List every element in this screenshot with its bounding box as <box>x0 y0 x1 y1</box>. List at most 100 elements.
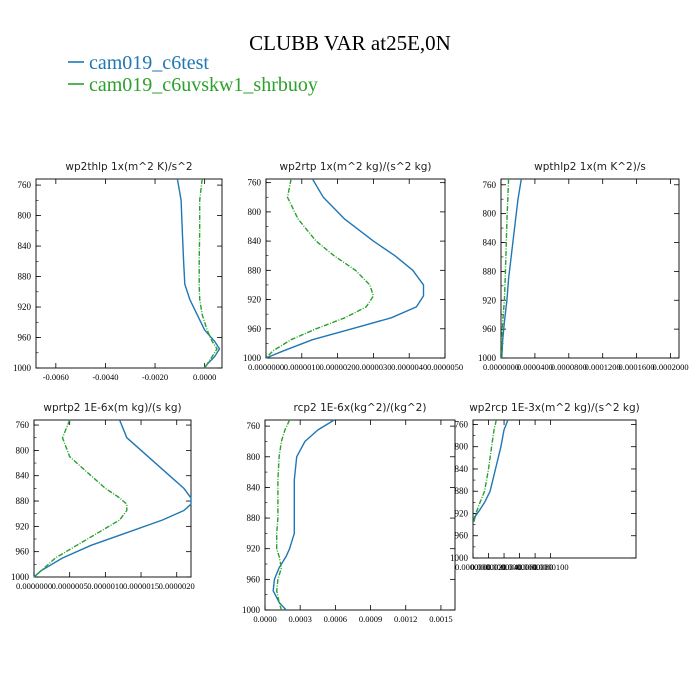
y-tick-label: 960 <box>16 547 30 557</box>
x-tick-label: 0.0000050 <box>427 362 463 372</box>
x-tick-label: 0.0000020 <box>159 581 195 591</box>
x-tick-label: 0.0000080 <box>517 562 553 572</box>
x-tick-label: 0.0000000 <box>483 362 519 372</box>
x-tick-label: 0.0012 <box>394 614 417 624</box>
x-tick-label: -0.0040 <box>92 372 118 382</box>
plot-frame <box>264 419 456 611</box>
y-tick-label: 880 <box>16 496 30 506</box>
x-tick-label: 0.0000040 <box>391 362 427 372</box>
y-tick-label: 960 <box>247 574 261 584</box>
y-tick-label: 1000 <box>450 553 469 563</box>
y-tick-label: 1000 <box>242 605 261 615</box>
series-line-c6test <box>473 419 509 522</box>
y-tick-label: 920 <box>483 295 497 305</box>
figure-title: CLUBB VAR at25E,0N <box>249 31 451 55</box>
y-tick-label: 840 <box>247 482 261 492</box>
series-line-c6test <box>265 178 425 359</box>
x-tick-label: 0.0001200 <box>585 362 621 372</box>
y-tick-label: 760 <box>18 180 32 190</box>
y-tick-label: 880 <box>18 272 32 282</box>
x-tick-label: 0.0009 <box>359 614 382 624</box>
legend-label-2: cam019_c6uvskw1_shrbuoy <box>89 74 318 96</box>
y-tick-label: 880 <box>483 266 497 276</box>
series-line-shrbuoy <box>501 178 510 358</box>
y-tick-label: 880 <box>247 513 261 523</box>
y-tick-label: 920 <box>248 295 262 305</box>
plot-frame <box>500 178 680 359</box>
x-tick-label: 0.0000 <box>193 372 216 382</box>
y-tick-label: 1000 <box>243 353 262 363</box>
x-tick-label: 0.0006 <box>324 614 347 624</box>
plot-frame <box>472 419 637 559</box>
panels-group: wp2thlp 1x(m^2 K)/s^2 760 800 840 880 920 960 1… <box>11 161 689 624</box>
x-tick-label: 0.0000005 <box>52 581 88 591</box>
x-tick-label: 0.0000100 <box>533 562 569 572</box>
x-tick-label: 0.0000400 <box>517 362 553 372</box>
x-tick-label: -0.0020 <box>142 372 168 382</box>
series-line-shrbuoy <box>198 178 218 369</box>
y-tick-label: 760 <box>248 178 262 188</box>
y-tick-label: 800 <box>16 445 30 455</box>
y-tick-label: 760 <box>16 420 30 430</box>
y-tick-label: 960 <box>18 333 32 343</box>
x-tick-label: 0.0000030 <box>355 362 391 372</box>
y-tick-label: 840 <box>16 471 30 481</box>
series-line-c6test <box>176 178 221 369</box>
x-tick-label: 0.0000000 <box>248 362 284 372</box>
y-tick-label: 800 <box>248 207 262 217</box>
legend-label-1: cam019_c6test <box>89 52 209 74</box>
y-tick-label: 960 <box>455 531 469 541</box>
series-line-shrbuoy <box>276 419 291 611</box>
panel-title: rcp2 1E-6x(kg^2)/(kg^2) <box>294 402 427 414</box>
panel-3: wpthlp2 1x(m K^2)/s 760 800 840 880 920 960 100… <box>478 161 689 372</box>
y-tick-label: 920 <box>247 544 261 554</box>
y-tick-label: 760 <box>247 421 261 431</box>
x-tick-label: 0.0000 <box>253 614 276 624</box>
series-line-shrbuoy <box>473 419 497 522</box>
y-tick-label: 920 <box>16 521 30 531</box>
x-tick-label: 0.0000060 <box>502 562 538 572</box>
panel-1: wp2thlp 1x(m^2 K)/s^2 760 800 840 880 920 960 1… <box>13 161 223 382</box>
panel-6: wp2rcp 1E-3x(m^2 kg)/(s^2 kg)760 800 840 88… <box>450 402 640 572</box>
y-tick-label: 960 <box>248 324 262 334</box>
y-tick-label: 960 <box>483 324 497 334</box>
y-tick-label: 840 <box>455 464 469 474</box>
y-tick-label: 840 <box>18 241 32 251</box>
series-line-shrbuoy <box>33 419 128 578</box>
x-tick-label: 0.0003 <box>288 614 311 624</box>
panel-5: rcp2 1E-6x(kg^2)/(kg^2) 760 800 840 880 920 96… <box>242 402 456 624</box>
plot-frame <box>33 419 192 578</box>
y-tick-label: 800 <box>247 452 261 462</box>
x-tick-label: 0.0015 <box>429 614 452 624</box>
y-tick-label: 800 <box>483 209 497 219</box>
x-tick-label: 0.0000020 <box>470 562 506 572</box>
y-tick-label: 1000 <box>478 353 497 363</box>
series-line-c6test <box>501 178 522 359</box>
x-tick-label: -0.0060 <box>43 372 69 382</box>
plot-frame <box>265 178 446 359</box>
y-tick-label: 880 <box>455 486 469 496</box>
y-tick-label: 800 <box>455 442 469 452</box>
x-tick-label: 0.0001600 <box>619 362 655 372</box>
y-tick-label: 1000 <box>13 363 32 373</box>
panel-title: wpthlp2 1x(m K^2)/s <box>534 161 646 173</box>
y-tick-label: 800 <box>18 211 32 221</box>
x-tick-label: 0.0000000 <box>16 581 52 591</box>
x-tick-label: 0.0000800 <box>551 362 587 372</box>
plot-frame <box>35 178 223 369</box>
y-tick-label: 1000 <box>11 572 30 582</box>
x-tick-label: 0.0000000 <box>455 562 491 572</box>
panel-title: wprtp2 1E-6x(m kg)/(s kg) <box>43 402 181 414</box>
y-tick-label: 760 <box>455 419 469 429</box>
panel-2: wp2rtp 1x(m^2 kg)/(s^2 kg) 760 800 840 880 92… <box>243 161 463 372</box>
series-line-shrbuoy <box>265 178 375 359</box>
panel-title: wp2rtp 1x(m^2 kg)/(s^2 kg) <box>279 161 431 173</box>
x-tick-label: 0.0002000 <box>652 362 688 372</box>
panel-title: wp2rcp 1E-3x(m^2 kg)/(s^2 kg) <box>469 402 640 414</box>
x-tick-label: 0.0000010 <box>87 581 123 591</box>
x-tick-label: 0.0000015 <box>123 581 159 591</box>
series-line-c6test <box>272 419 335 611</box>
y-tick-label: 880 <box>248 265 262 275</box>
x-tick-label: 0.0000020 <box>320 362 356 372</box>
